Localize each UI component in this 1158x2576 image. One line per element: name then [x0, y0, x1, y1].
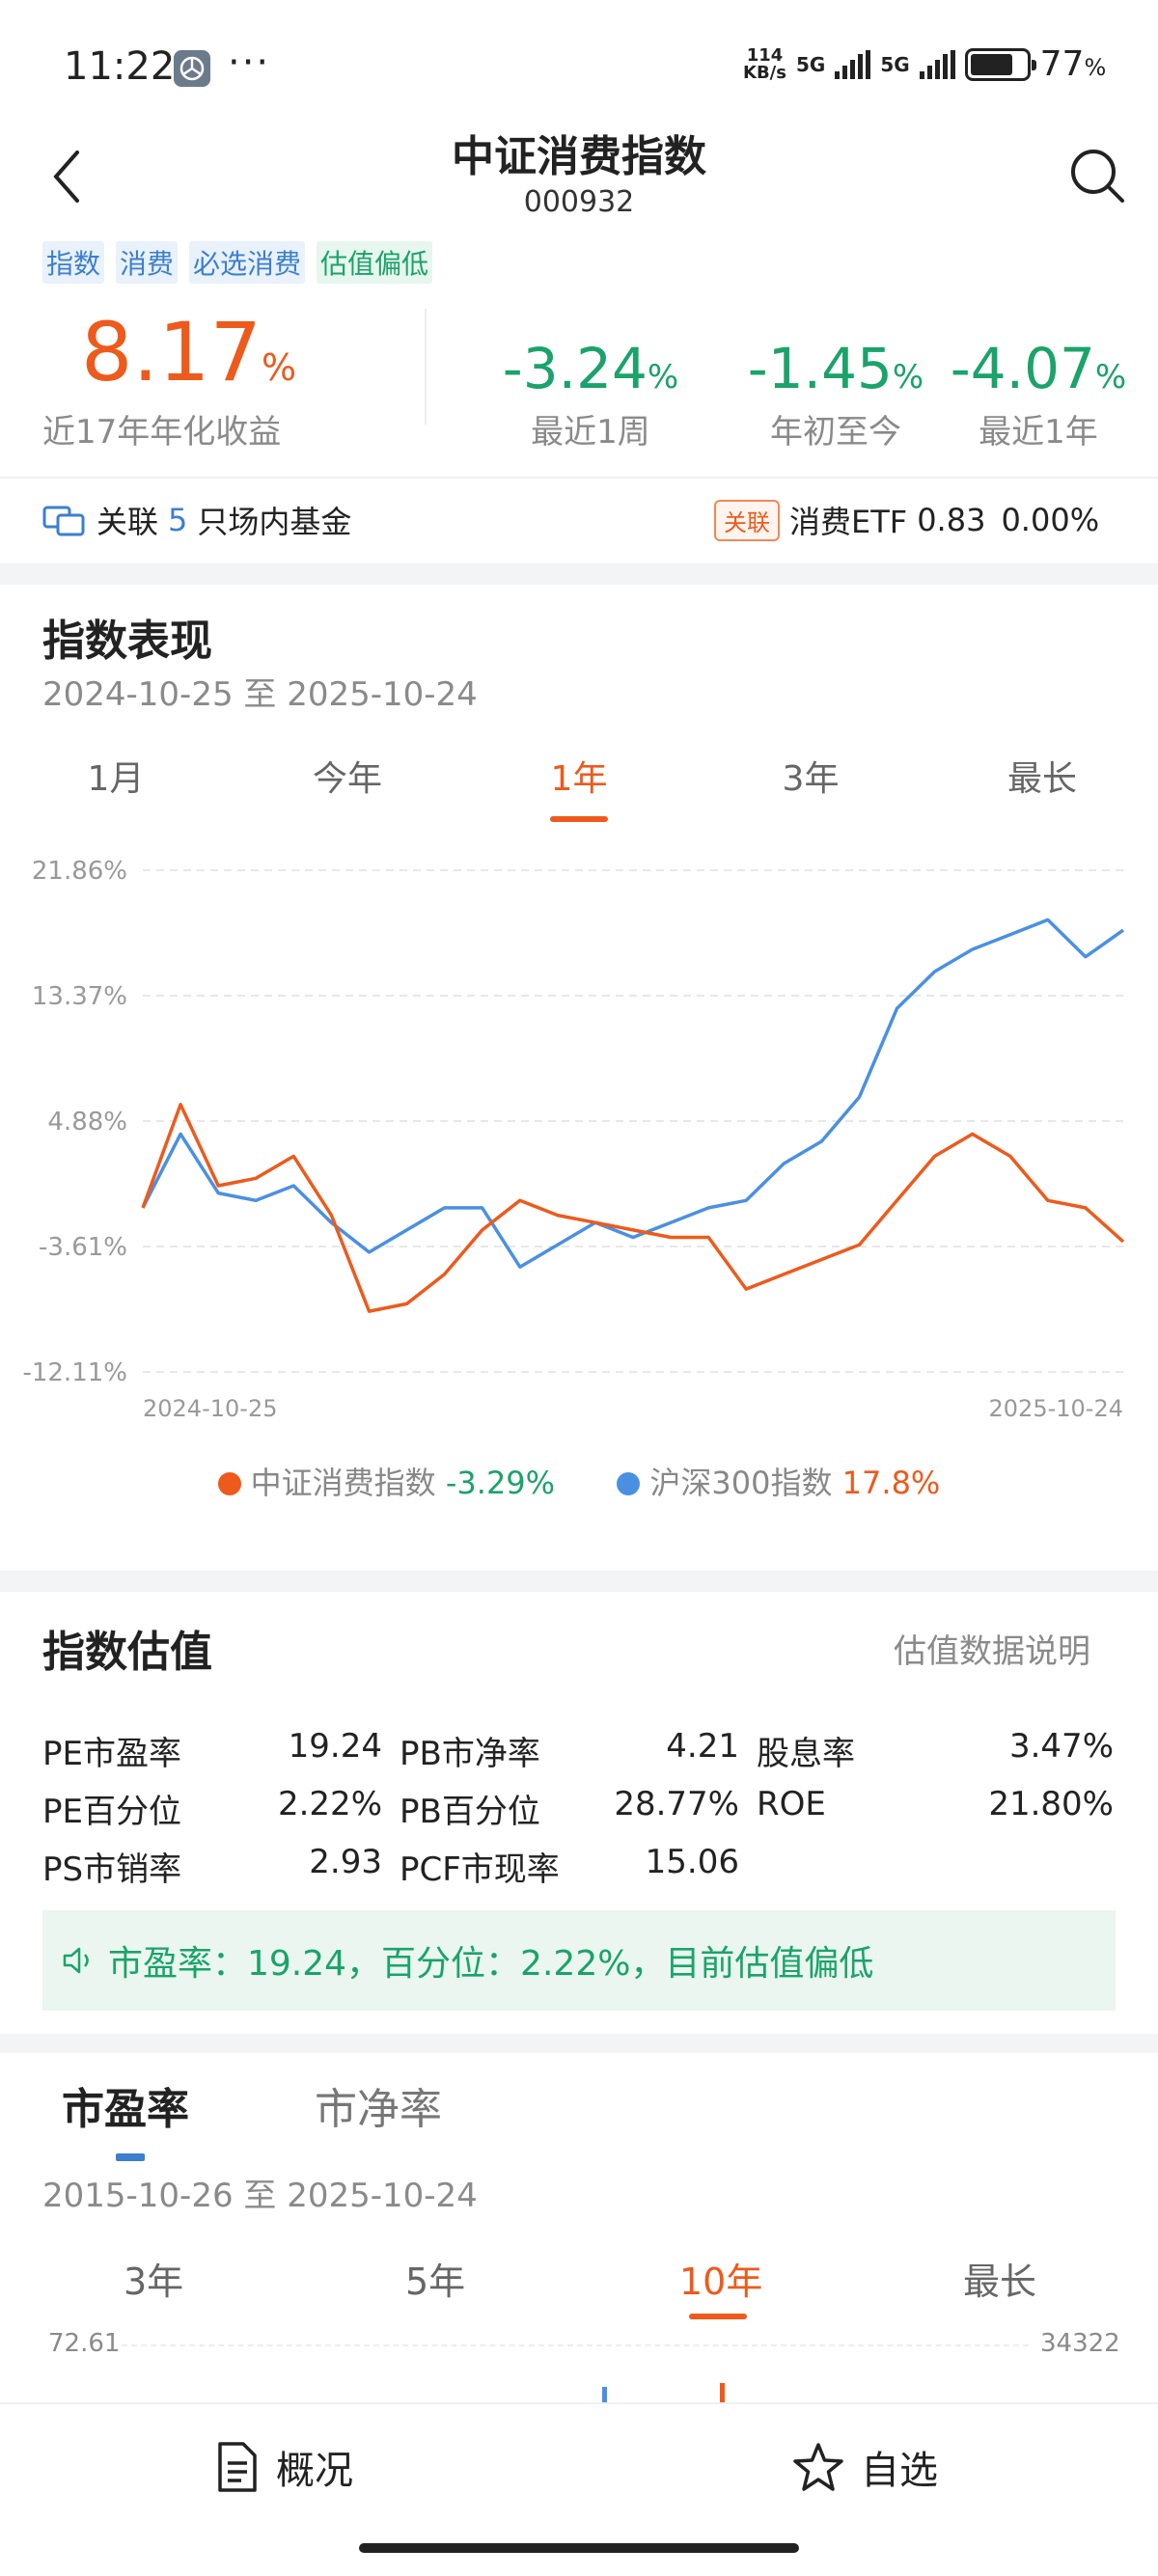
assoc-badge: 关联	[714, 499, 780, 541]
tag-undervalued[interactable]: 估值偏低	[317, 241, 433, 284]
tab-pb[interactable]: 市净率	[315, 2085, 442, 2134]
series-line	[141, 918, 1125, 1269]
etf-price: 0.83	[917, 502, 986, 538]
stat-ytd: -1.45% 年初至今	[747, 336, 924, 452]
legend-dot-consumer	[217, 1472, 241, 1495]
stat-year: -4.07% 最近1年	[950, 336, 1127, 452]
pe-axis-right-top: 34322	[1040, 2329, 1120, 2358]
performance-range: 2024-10-25 至 2025-10-24	[42, 675, 478, 714]
pe-axis-left-top: 72.61	[48, 2329, 121, 2358]
battery-level: 77%	[1039, 44, 1107, 84]
series-line	[141, 1103, 1125, 1313]
valuation-row: PE市盈率 19.24 PB市净率 4.21 股息率 3.47%	[42, 1727, 1114, 1773]
legend-dot-hs300	[617, 1472, 641, 1495]
annualized-return-label: 近17年年化收益	[42, 413, 282, 452]
tab-1y[interactable]: 1年	[463, 751, 695, 822]
chevron-left-icon	[53, 151, 79, 203]
index-tags: 指数 消费 必选消费 估值偏低	[42, 241, 433, 284]
tab-pe-5y[interactable]: 5年	[405, 2261, 466, 2303]
network-type-2: 5G	[880, 52, 910, 76]
pe-chart-mark	[720, 2383, 725, 2404]
signal-icon	[919, 49, 955, 79]
app-status-icon	[174, 50, 210, 87]
y-tick-label: 21.86%	[32, 857, 127, 886]
performance-title: 指数表现	[42, 617, 212, 666]
y-tick-label: 4.88%	[47, 1108, 127, 1137]
tag-staples[interactable]: 必选消费	[189, 241, 306, 284]
related-etf[interactable]: 关联 消费ETF 0.83 0.00%	[714, 498, 1099, 542]
valuation-row: PS市销率 2.93 PCF市现率 15.06	[42, 1843, 739, 1889]
status-indicators: 114 KB/s 5G 5G 77%	[743, 44, 1106, 84]
page-title: 中证消费指数	[452, 132, 706, 181]
pe-gridline	[122, 2344, 1029, 2346]
legend-item-consumer[interactable]: 中证消费指数 -3.29%	[217, 1465, 565, 1501]
tab-1m[interactable]: 1月	[87, 759, 145, 799]
back-button[interactable]	[39, 143, 96, 210]
speaker-icon	[63, 1947, 89, 1974]
section-separator	[0, 563, 1158, 585]
more-notifications-icon: ···	[228, 41, 271, 85]
tag-index[interactable]: 指数	[42, 241, 105, 284]
valuation-title: 指数估值	[42, 1628, 212, 1677]
tab-3y[interactable]: 3年	[782, 759, 840, 799]
stat-week: -3.24% 最近1周	[502, 336, 679, 452]
active-tab-indicator	[689, 2314, 747, 2319]
y-tick-label: -12.11%	[22, 1358, 127, 1387]
pe-pb-tabs: 市盈率 市净率	[62, 2074, 442, 2161]
search-button[interactable]	[1066, 145, 1128, 206]
status-time: 11:22	[64, 44, 176, 89]
legend-item-hs300[interactable]: 沪深300指数 17.8%	[617, 1465, 940, 1501]
home-indicator[interactable]	[359, 2543, 799, 2553]
related-funds-link[interactable]: 关联 5 只场内基金	[42, 498, 351, 542]
y-tick-label: -3.61%	[39, 1233, 127, 1262]
nav-watchlist[interactable]: 自选	[791, 2439, 938, 2495]
tag-consumer[interactable]: 消费	[116, 241, 179, 284]
fund-count: 5	[168, 502, 188, 538]
x-tick-label: 2024-10-25	[143, 1395, 277, 1422]
document-icon	[218, 2442, 257, 2492]
tab-max[interactable]: 最长	[1006, 759, 1077, 799]
tab-pe-max[interactable]: 最长	[963, 2261, 1037, 2303]
valuation-notice: 市盈率：19.24，百分位：2.22%，目前估值偏低	[42, 1910, 1116, 2011]
star-icon	[793, 2443, 843, 2491]
pe-range: 2015-10-26 至 2025-10-24	[42, 2177, 478, 2215]
divider	[0, 477, 1158, 479]
performance-chart[interactable]: 21.86% 13.37% 4.88% -3.61% -12.11% 2024-10-25…	[0, 839, 1158, 1438]
signal-icon	[835, 49, 871, 79]
tab-pe-10y[interactable]: 10年	[679, 2261, 763, 2303]
performance-tabs: 1月 今年 1年 3年 最长	[0, 751, 1158, 822]
valuation-explain-link[interactable]: 估值数据说明	[894, 1632, 1090, 1671]
nav-overview[interactable]: 概况	[214, 2439, 353, 2495]
etf-change: 0.00%	[1001, 502, 1100, 538]
section-separator	[0, 2034, 1158, 2053]
battery-icon	[964, 47, 1036, 81]
etf-name: 消费ETF	[789, 504, 908, 540]
chart-legend: 中证消费指数 -3.29% 沪深300指数 17.8%	[0, 1459, 1158, 1503]
valuation-row: PE百分位 2.22% PB百分位 28.77% ROE 21.80%	[42, 1785, 1114, 1831]
tab-pe-3y[interactable]: 3年	[124, 2261, 184, 2303]
index-code: 000932	[523, 185, 635, 219]
link-funds-icon	[42, 506, 85, 536]
y-tick-label: 13.37%	[32, 982, 127, 1011]
section-separator	[0, 1571, 1158, 1592]
annualized-return: 8.17%	[81, 305, 297, 399]
search-icon	[1071, 150, 1124, 203]
tab-ytd[interactable]: 今年	[312, 759, 382, 799]
tab-pe[interactable]: 市盈率	[62, 2074, 189, 2161]
network-type-1: 5G	[795, 52, 826, 76]
stat-divider	[425, 309, 427, 425]
pe-chart-mark	[602, 2387, 607, 2404]
x-tick-label: 2025-10-24	[989, 1395, 1123, 1422]
network-speed: 114 KB/s	[743, 44, 786, 83]
